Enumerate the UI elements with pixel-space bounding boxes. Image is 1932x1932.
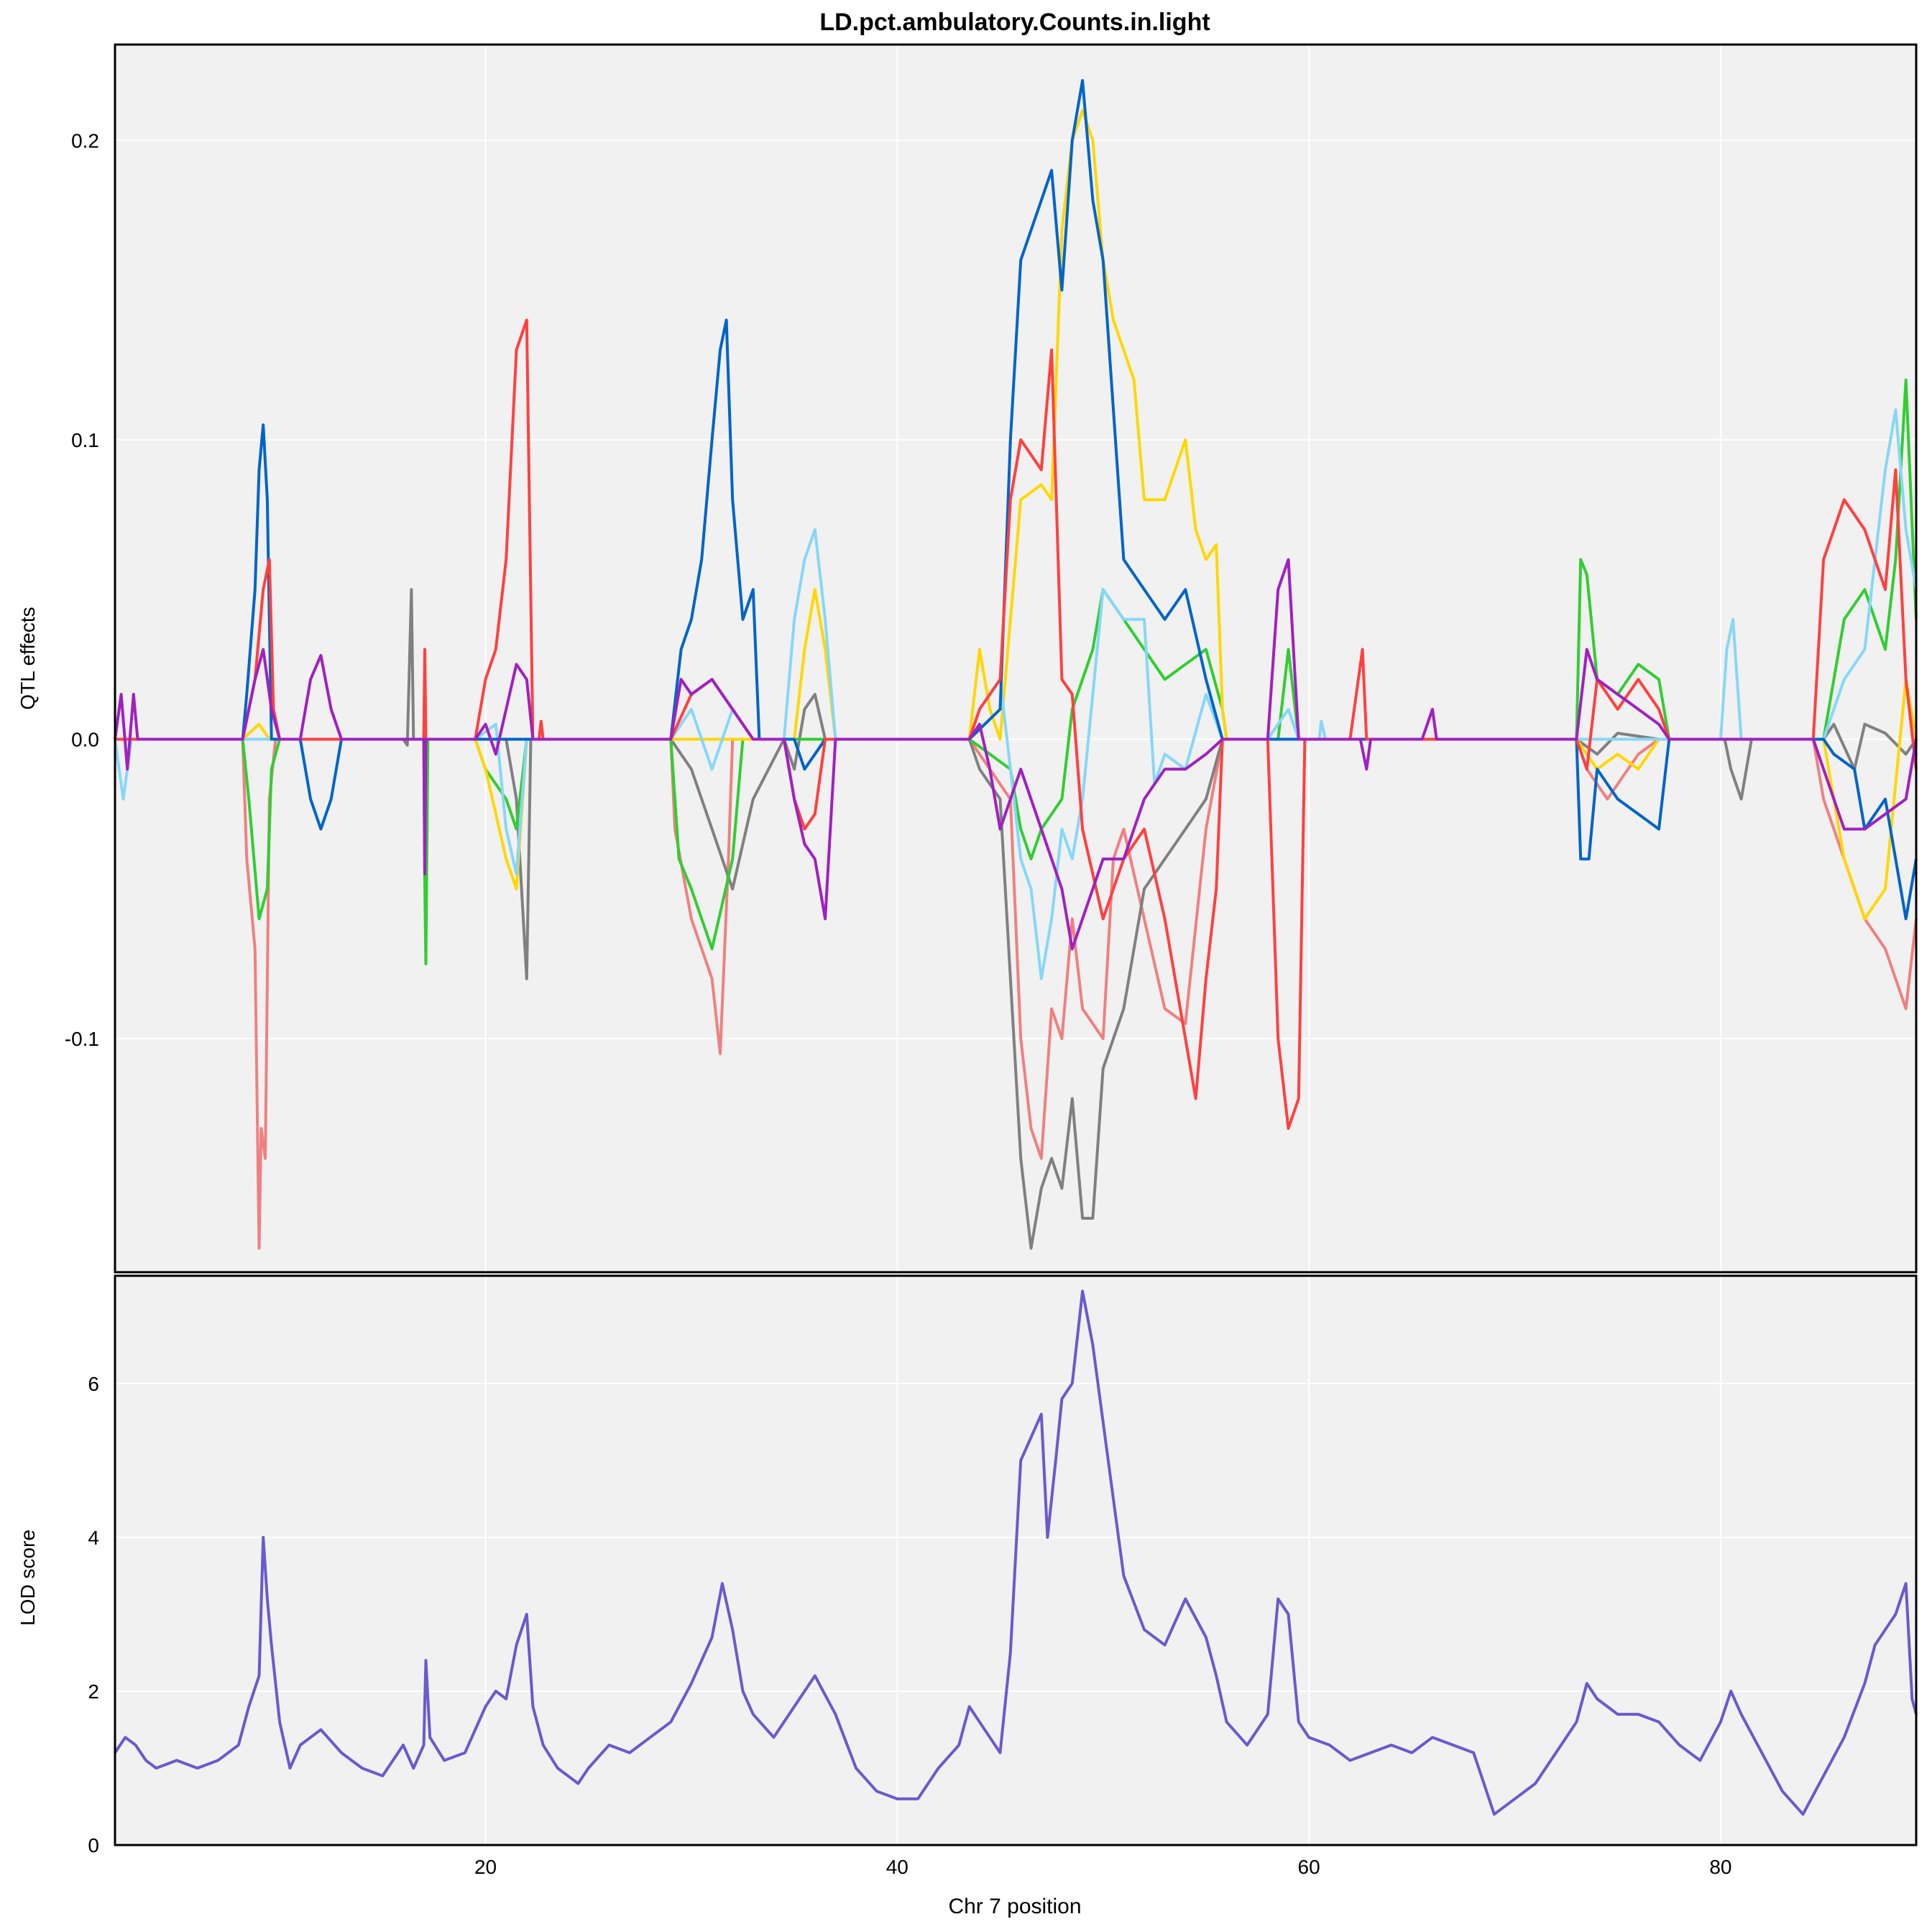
- lod-panel: 0 2 4 6 20 40 60 80 LOD score: [17, 1274, 1918, 1878]
- y-tick-label: 0.2: [71, 129, 99, 152]
- chart-title: LD.pct.ambulatory.Counts.in.light: [819, 9, 1210, 36]
- effects-series-lines: [114, 79, 1918, 1250]
- effects-y-axis-label: QTL effects: [17, 607, 39, 709]
- x-tick-label: 40: [886, 1856, 908, 1878]
- effect-series-line-2: [115, 378, 1918, 965]
- lod-y-axis-label: LOD score: [17, 1530, 39, 1626]
- lod-y-tick-labels: 0 2 4 6: [88, 1373, 99, 1857]
- y-tick-label: 6: [88, 1373, 99, 1395]
- y-tick-label: 2: [88, 1680, 99, 1703]
- x-axis-label: Chr 7 position: [948, 1895, 1081, 1918]
- y-tick-label: -0.1: [65, 1028, 99, 1050]
- effect-series-line-5: [115, 79, 1918, 921]
- lod-series-line-0: [114, 1289, 1918, 1816]
- y-tick-label: 4: [88, 1527, 99, 1549]
- x-tick-label: 20: [474, 1856, 497, 1878]
- effect-series-line-4: [114, 408, 1918, 980]
- lod-frame: [114, 1274, 1918, 1846]
- y-tick-label: 0.1: [71, 429, 99, 451]
- y-tick-label: 0.0: [71, 728, 99, 750]
- lod-series-lines: [114, 1289, 1918, 1816]
- x-tick-labels: 20 40 60 80: [474, 1856, 1732, 1878]
- effects-panel: -0.1 0.0 0.1 0.2 QTL effects: [17, 43, 1918, 1274]
- effects-frame: [114, 43, 1918, 1274]
- y-tick-label: 0: [88, 1834, 99, 1857]
- x-tick-label: 60: [1298, 1856, 1320, 1878]
- x-tick-label: 80: [1709, 1856, 1731, 1878]
- effects-y-tick-labels: -0.1 0.0 0.1 0.2: [65, 129, 99, 1050]
- effect-series-line-7: [114, 558, 1918, 951]
